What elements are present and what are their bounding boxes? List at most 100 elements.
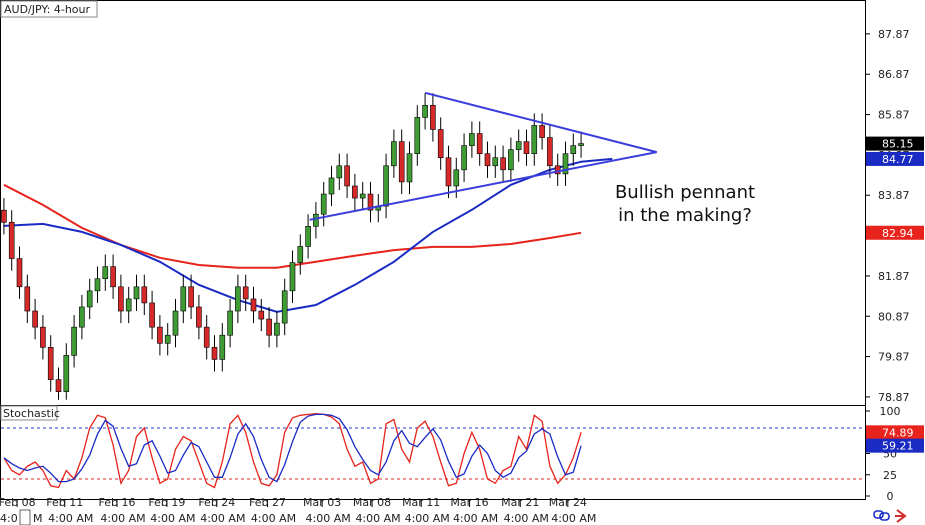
title-box	[0, 405, 58, 421]
candle-body	[79, 306, 85, 328]
y-tick-label: 86.87	[878, 68, 910, 81]
candle-body	[149, 302, 155, 328]
x-tick-label: Feb 27	[249, 496, 286, 509]
moving-average	[3, 157, 613, 313]
candle-body	[570, 145, 577, 154]
x-time-label: 4:0	[0, 512, 18, 525]
candle-body	[391, 141, 397, 167]
candle-body	[406, 153, 413, 183]
candle-body	[40, 326, 46, 348]
annotation: in the making?	[618, 205, 752, 226]
stochastic-panel	[0, 405, 866, 500]
candle-body	[274, 322, 280, 336]
candle-body	[289, 262, 296, 292]
candle-body	[492, 157, 499, 167]
ma-value-label-bg	[866, 151, 924, 166]
candle-body	[141, 286, 148, 304]
candle-body	[118, 286, 124, 312]
candle-body	[235, 286, 241, 312]
stochastic-line	[3, 413, 582, 483]
toolbar-icons[interactable]	[873, 509, 907, 523]
x-tick-label: Mar 08	[353, 496, 391, 509]
candle-body	[469, 133, 475, 146]
y-tick-label: 80.87	[878, 310, 910, 323]
candle-body	[102, 266, 109, 280]
candle-body	[476, 133, 483, 154]
link-icon-2[interactable]	[879, 512, 890, 521]
candle-body	[562, 153, 569, 175]
y-tick-label: 87.87	[878, 28, 910, 41]
candle-body	[180, 286, 187, 312]
candle-body	[523, 141, 530, 154]
candle-body	[133, 286, 140, 300]
stochastic-value-label-bg	[866, 425, 924, 440]
candle-body	[398, 141, 405, 183]
x-time-label: 4:00 AM	[405, 512, 450, 525]
candle-body	[422, 104, 428, 118]
x-tick-label: Feb 16	[99, 496, 136, 509]
x-tick-label: Feb 11	[46, 496, 83, 509]
x-time-label: 4:00 AM	[306, 512, 351, 525]
price-panel	[0, 0, 866, 406]
x-tick-label: Mar 24	[549, 496, 587, 509]
candle-body	[313, 213, 319, 227]
candle-body	[328, 177, 335, 195]
candle-body	[63, 355, 70, 392]
candle-body	[242, 286, 249, 300]
stochastic-line	[3, 412, 582, 489]
candle-body	[266, 318, 272, 336]
candle-body	[320, 193, 327, 215]
candle-body	[258, 310, 265, 320]
annotation: Bullish pennant	[615, 182, 755, 203]
candle-body	[437, 129, 444, 159]
x-tick-label: Mar 21	[501, 496, 539, 509]
x-time-label: 4:00 AM	[504, 512, 549, 525]
candle-body	[359, 193, 366, 199]
candle-body	[515, 141, 522, 150]
candle-body	[250, 298, 257, 312]
y-tick-label: 78.87	[878, 391, 910, 404]
candle-body	[227, 310, 233, 336]
x-time-label: 4:00 AM	[48, 512, 93, 525]
candle-body	[281, 290, 288, 324]
candle-body	[196, 306, 202, 328]
panel-title: Stochastic	[3, 407, 60, 420]
last-price-label-bg	[866, 136, 924, 151]
candle-body	[172, 310, 179, 336]
link-icon[interactable]	[873, 510, 884, 519]
candle-body	[164, 334, 171, 344]
x-time-label: 4:00 AM	[251, 512, 296, 525]
y-tick-label: 83.87	[878, 189, 910, 202]
y-tick-label: 25	[883, 469, 897, 482]
candle-body	[297, 246, 304, 263]
y-tick-label: 85.87	[878, 109, 910, 122]
candle-body	[71, 326, 77, 356]
candle-body	[1, 209, 7, 223]
candle-body	[352, 185, 358, 199]
x-time-label: 4:00 AM	[150, 512, 195, 525]
candle-body	[110, 266, 116, 288]
arrow-icon[interactable]	[895, 509, 907, 523]
x-time-label: 4:00 AM	[453, 512, 498, 525]
candle-body	[55, 379, 62, 392]
candle-body	[500, 157, 506, 171]
x-tick-label: Feb 24	[198, 496, 235, 509]
candle-body	[430, 104, 436, 130]
candle-body	[336, 165, 343, 179]
candle-body	[508, 149, 514, 171]
plot-area	[1, 91, 657, 400]
candle-body	[383, 165, 389, 207]
candle-body	[94, 278, 101, 292]
candle-body	[414, 117, 421, 154]
y-tick-label: 100	[880, 405, 901, 418]
y-tick-label: 79.87	[878, 351, 910, 364]
x-time-label: 4:00 AM	[100, 512, 145, 525]
candle-body	[531, 125, 538, 154]
ma-value-label-bg	[866, 225, 924, 240]
x-time-label: 4:00 AM	[551, 512, 596, 525]
x-time-label: M	[33, 512, 43, 525]
candle-body	[453, 169, 460, 187]
candle-body	[344, 165, 350, 187]
chart-title: AUD/JPY: 4-hour	[4, 3, 90, 16]
